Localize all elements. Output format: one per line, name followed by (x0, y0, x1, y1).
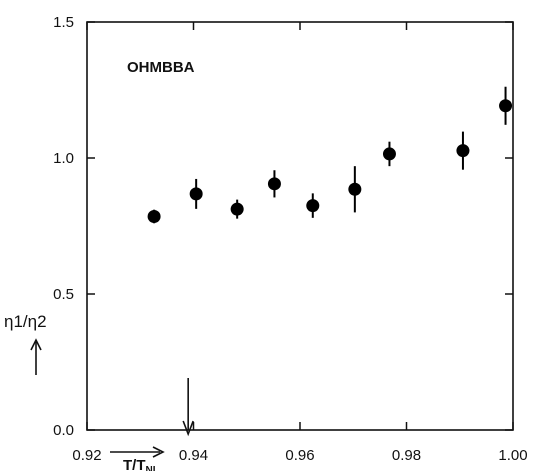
plot-frame (86, 21, 514, 431)
data-point (382, 147, 396, 161)
x-tick-label: 0.98 (392, 447, 421, 464)
data-point (230, 202, 244, 216)
x-axis-label-subscript: NI (146, 465, 156, 471)
y-tick-label: 0.5 (53, 286, 74, 303)
x-tick-label: 0.92 (72, 447, 101, 464)
data-point (348, 182, 362, 196)
y-tick-label: 1.0 (53, 150, 74, 167)
data-point (147, 209, 161, 223)
ticks: 0.0 0.5 1.0 1.5 0.92 0.94 0.96 0.98 1.00 (53, 14, 527, 464)
y-axis-label: η1/η2 (4, 312, 47, 331)
x-tick-label: 0.96 (285, 447, 314, 464)
data-point (306, 199, 320, 213)
y-tick-label: 0.0 (53, 422, 74, 439)
marker-arrow-head (182, 420, 194, 437)
data-points (147, 86, 513, 224)
x-axis-label: T/TNI (123, 457, 156, 471)
data-point (499, 99, 513, 113)
data-point (189, 187, 203, 201)
annotations: T/TNI η1/η2 (4, 312, 194, 471)
y-axis-arrow-head (30, 338, 42, 351)
y-tick-label: 1.5 (53, 14, 74, 31)
x-tick-label: 1.00 (498, 447, 527, 464)
chart-title: OHMBBA (127, 59, 195, 76)
data-point (456, 144, 470, 158)
x-axis-arrow-head (152, 446, 165, 458)
data-point (267, 177, 281, 191)
x-tick-label: 0.94 (179, 447, 208, 464)
